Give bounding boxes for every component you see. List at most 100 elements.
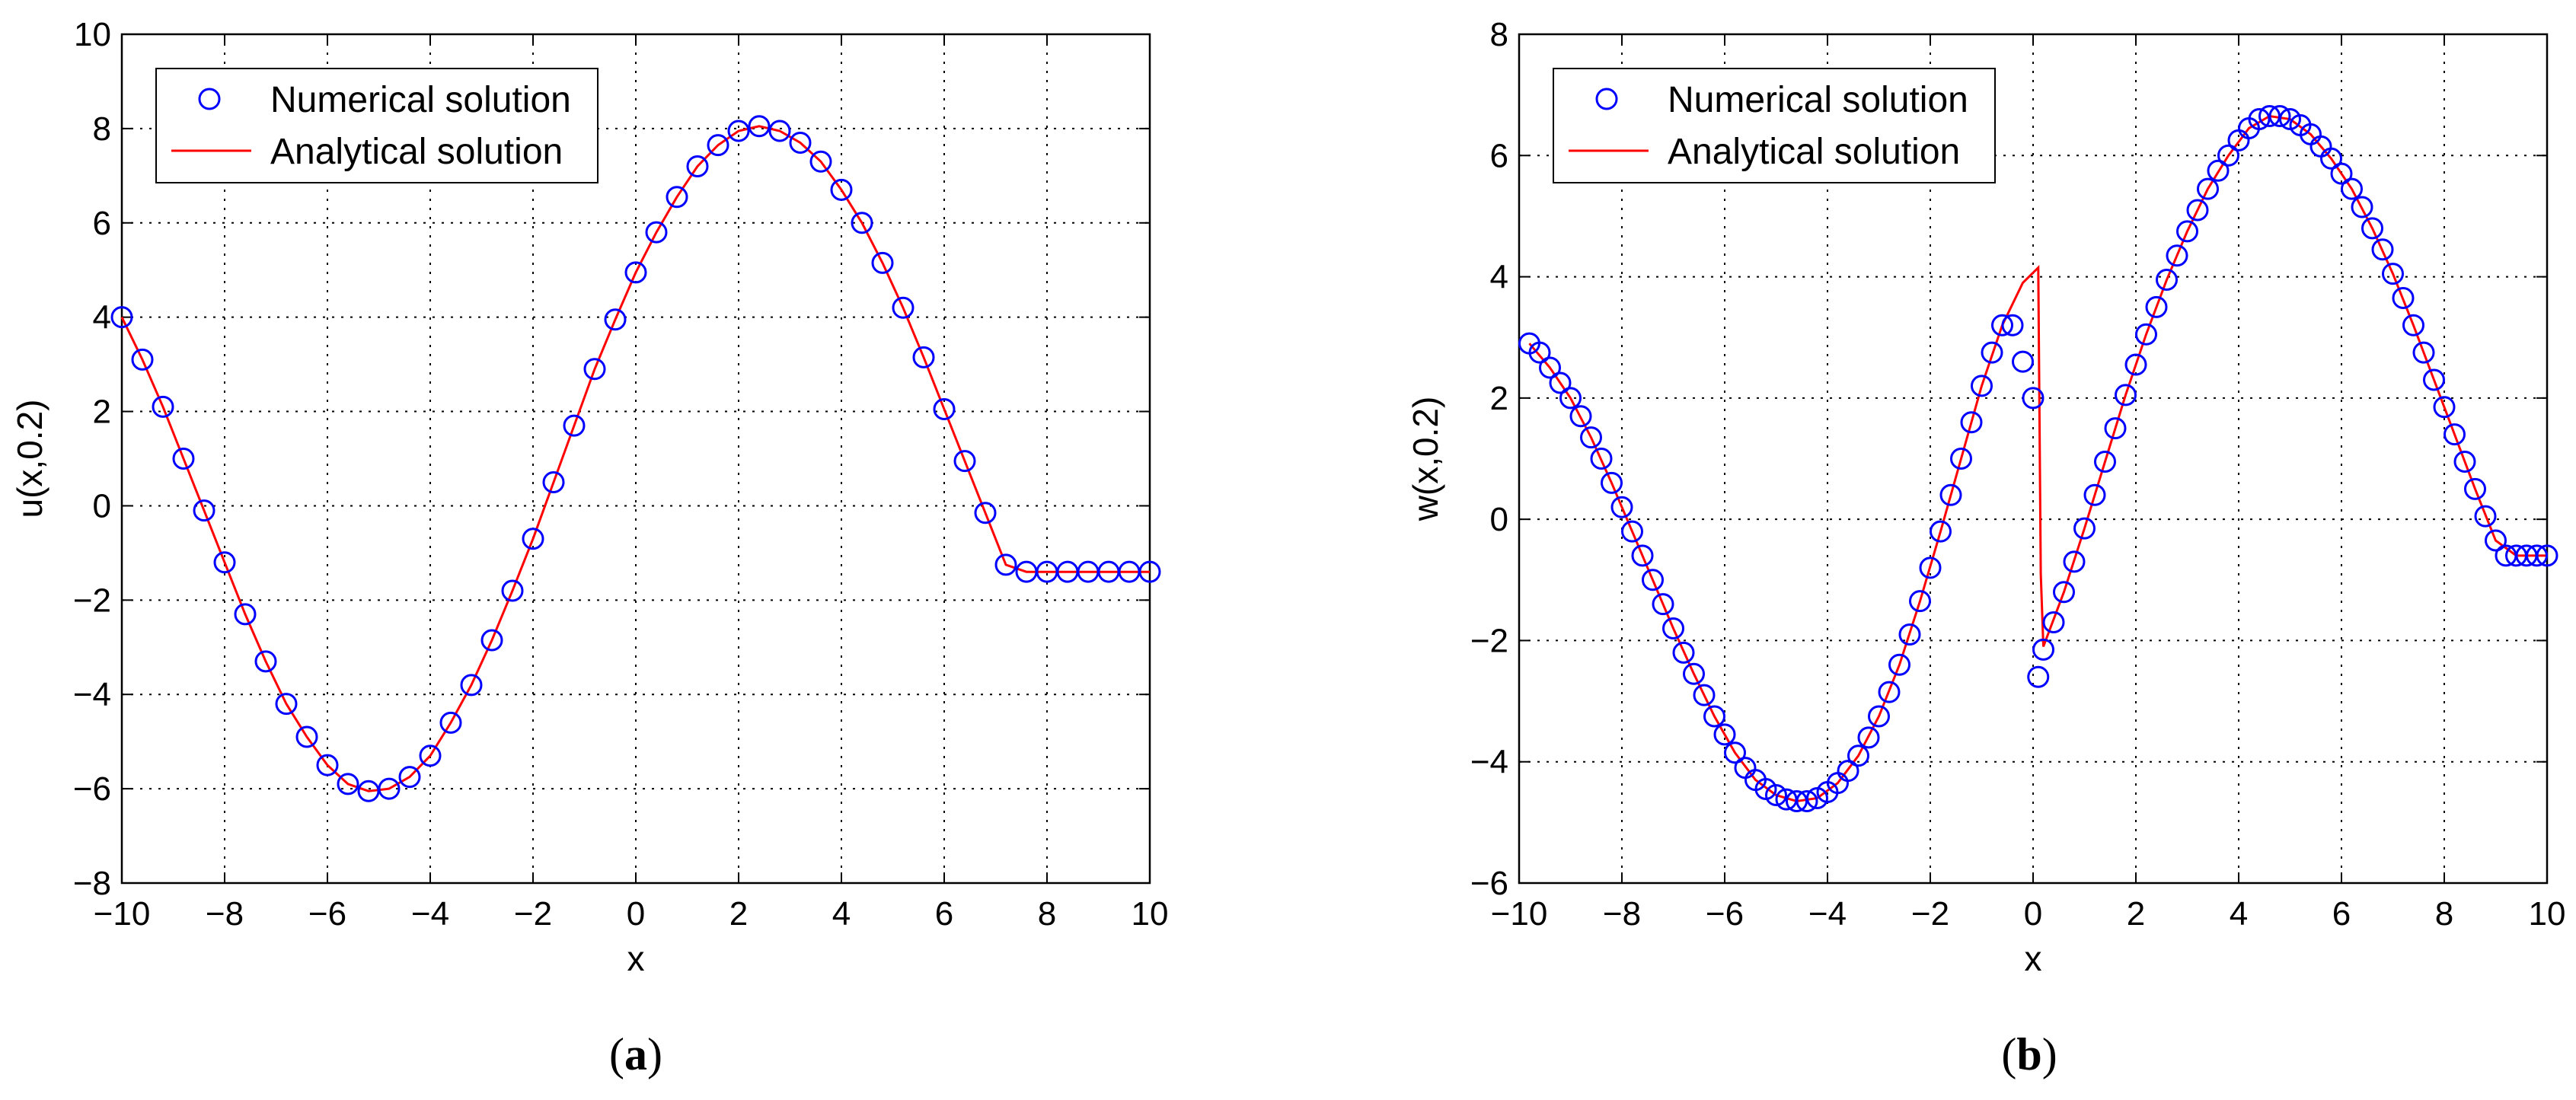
x-tick-label: −4 — [411, 895, 449, 933]
y-tick-label: −2 — [1470, 622, 1508, 659]
numerical-solution-point — [2433, 396, 2456, 419]
analytical-solution-line — [1528, 114, 2547, 803]
numerical-solution-point — [213, 551, 236, 574]
numerical-solution-point — [707, 134, 729, 157]
numerical-solution-point — [2268, 105, 2291, 128]
x-tick-label: 0 — [627, 895, 645, 933]
numerical-solution-point — [1631, 544, 1654, 567]
numerical-solution-point — [2485, 529, 2507, 552]
panel-caption: (a) — [609, 1029, 662, 1079]
numerical-solution-point — [1590, 448, 1613, 470]
numerical-solution-point — [2001, 314, 2024, 336]
numerical-solution-point — [501, 579, 524, 602]
x-tick-label: −8 — [1603, 895, 1641, 933]
x-tick-label: −6 — [1706, 895, 1744, 933]
numerical-solution-point — [2320, 147, 2342, 170]
numerical-solution-point — [1549, 371, 1572, 394]
numerical-solution-point — [1683, 662, 1705, 685]
x-tick-label: 2 — [2127, 895, 2145, 933]
numerical-solution-point — [2361, 217, 2383, 240]
numerical-solution-point — [727, 120, 750, 142]
numerical-solution-point — [2258, 105, 2281, 128]
numerical-solution-point — [2444, 423, 2466, 446]
y-tick-label: 6 — [1490, 137, 1508, 174]
x-tick-label: 6 — [2332, 895, 2351, 933]
numerical-solution-point — [2423, 368, 2445, 391]
x-tick-label: 4 — [832, 895, 851, 933]
x-tick-label: −10 — [94, 895, 151, 933]
numerical-solution-point — [830, 178, 853, 201]
numerical-solution-point — [686, 155, 709, 177]
numerical-solution-point — [1960, 411, 1983, 434]
legend-box — [1553, 68, 1996, 183]
numerical-solution-point — [275, 693, 298, 716]
numerical-solution-point — [1888, 653, 1910, 676]
x-tick-label: −2 — [514, 895, 552, 933]
numerical-solution-point — [1724, 741, 1746, 764]
numerical-solution-point — [2217, 144, 2239, 167]
numerical-solution-point — [1878, 681, 1901, 703]
numerical-solution-point — [583, 358, 606, 381]
numerical-solution-point — [2022, 387, 2045, 410]
legend-box — [155, 68, 599, 183]
y-tick-label: 0 — [1490, 501, 1508, 538]
numerical-solution-point — [2042, 611, 2065, 634]
analytical-solution-line — [120, 125, 1150, 792]
numerical-solution-point — [2197, 177, 2219, 200]
numerical-solution-point — [2115, 384, 2137, 407]
numerical-solution-point — [1786, 789, 1808, 812]
numerical-solution-point — [1559, 387, 1582, 410]
x-tick-label: 10 — [2529, 895, 2566, 933]
numerical-solution-point — [1991, 314, 2013, 336]
y-tick-label: 2 — [1490, 380, 1508, 417]
numerical-solution-point — [994, 553, 1017, 576]
numerical-solution-point — [2207, 159, 2230, 182]
y-tick-label: 8 — [93, 110, 111, 148]
numerical-solution-point — [563, 414, 586, 437]
numerical-solution-point — [1919, 556, 1942, 579]
numerical-solution-point — [2166, 244, 2188, 267]
y-tick-label: 2 — [93, 394, 111, 431]
numerical-solution-point — [1528, 341, 1551, 364]
numerical-solution-point — [1580, 426, 1602, 449]
x-tick-label: −10 — [1491, 895, 1548, 933]
numerical-solution-point — [1971, 375, 1993, 397]
numerical-solution-point — [1909, 590, 1931, 613]
y-tick-label: 0 — [93, 487, 111, 524]
numerical-solution-point — [974, 502, 997, 524]
legend-analytical-label: Analytical solution — [1668, 132, 1960, 172]
numerical-solution-point — [1703, 705, 1725, 728]
legend-numerical-label: Numerical solution — [270, 80, 571, 120]
numerical-solution-point — [1847, 744, 1869, 767]
y-tick-label: −2 — [73, 582, 111, 619]
numerical-solution-point — [234, 603, 257, 626]
numerical-solution-point — [1950, 448, 1972, 470]
x-tick-label: 4 — [2230, 895, 2248, 933]
numerical-solution-point — [2186, 199, 2209, 222]
numerical-solution-point — [1713, 723, 1736, 746]
numerical-solution-point — [378, 777, 401, 800]
numerical-solution-point — [1652, 593, 1674, 616]
y-axis-label: u(x,0.2) — [10, 400, 49, 518]
numerical-solution-point — [2145, 295, 2168, 318]
numerical-solution-point — [2392, 286, 2415, 309]
numerical-solution-point — [480, 629, 503, 652]
axes-frame — [120, 33, 1151, 885]
numerical-solution-point — [748, 115, 771, 138]
numerical-solution-point — [2412, 341, 2435, 364]
numerical-solution-point — [254, 650, 277, 673]
numerical-solution-point — [1939, 483, 1962, 506]
y-tick-label: −4 — [1470, 744, 1508, 781]
y-axis-label: w(x,0.2) — [1406, 397, 1445, 522]
legend-numerical-marker — [198, 88, 221, 110]
numerical-solution-point — [542, 470, 565, 493]
numerical-solution-point — [1857, 726, 1880, 749]
numerical-solution-point — [2083, 483, 2106, 506]
numerical-solution-point — [295, 725, 318, 748]
numerical-solution-point — [2053, 581, 2075, 604]
numerical-solution-point — [152, 395, 174, 418]
x-tick-label: −8 — [206, 895, 244, 933]
legend-numerical-label: Numerical solution — [1668, 80, 1968, 120]
x-axis-label: x — [2025, 939, 2042, 978]
numerical-solution-point — [2474, 505, 2497, 528]
